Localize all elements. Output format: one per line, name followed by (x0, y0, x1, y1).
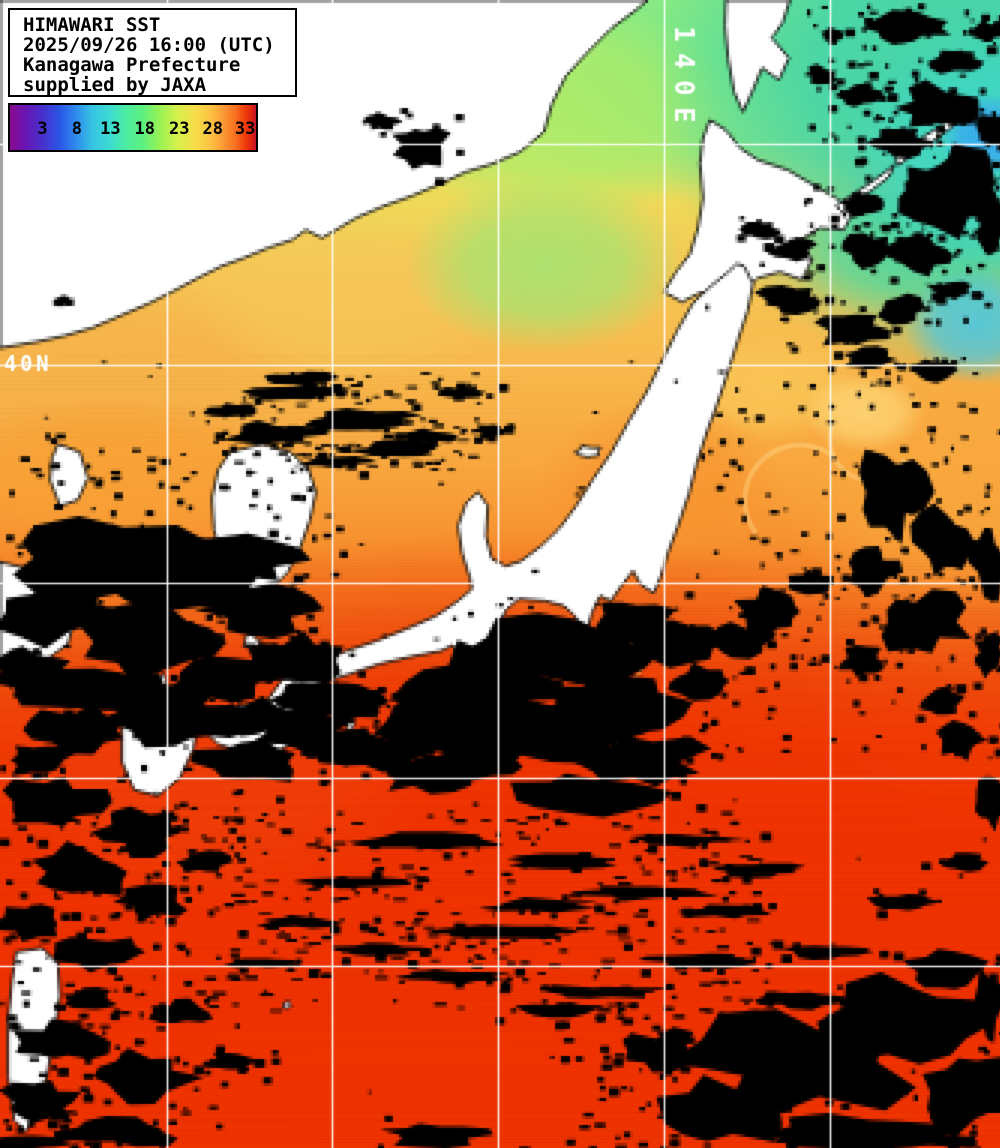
colorbar-tick: 13 (100, 119, 121, 140)
colorbar-tick: 23 (168, 119, 190, 140)
title-box: HIMAWARI SST 2025/09/26 16:00 (UTC) Kana… (8, 8, 297, 97)
attribution-prefecture: Kanagawa Prefecture (23, 54, 241, 76)
colorbar-tick: 18 (134, 119, 156, 140)
attribution-supplier: supplied by JAXA (23, 74, 207, 96)
colorbar-tick: 3 (37, 119, 48, 140)
colorbar-gradient (10, 105, 256, 150)
temperature-colorbar: 3 8 13 18 23 28 33 (8, 103, 258, 152)
product-title: HIMAWARI SST (23, 14, 161, 36)
timestamp: 2025/09/26 16:00 (UTC) (23, 34, 275, 56)
colorbar-tick: 33 (234, 119, 256, 140)
colorbar-tick: 28 (202, 119, 223, 140)
colorbar-tick: 8 (71, 119, 83, 140)
